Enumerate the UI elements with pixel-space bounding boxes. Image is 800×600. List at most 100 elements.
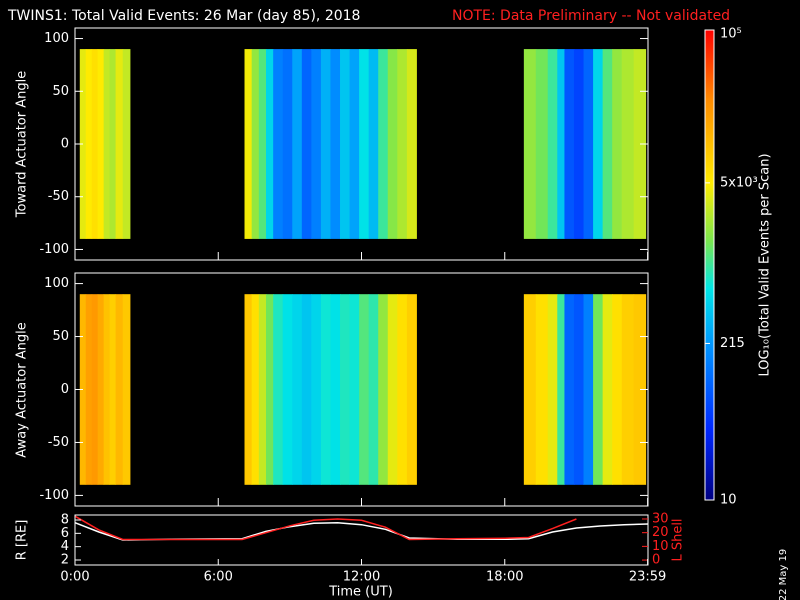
heatmap-cell [557, 49, 565, 239]
heatmap-cell [349, 294, 360, 485]
heatmap-cell [633, 294, 647, 485]
heatmap-cell [292, 49, 303, 239]
x-tick-label: 18:00 [486, 570, 523, 585]
heatmap-cell [602, 294, 613, 485]
y-tick-label: 50 [52, 84, 69, 99]
x-tick-label: 23:59 [629, 570, 666, 585]
x-tick-label: 12:00 [343, 570, 380, 585]
heatmap-cell [340, 294, 351, 485]
heatmap-cell [547, 49, 558, 239]
line-series [75, 515, 577, 541]
y-tick-label: 4 [61, 539, 69, 554]
heatmap-cell [612, 294, 623, 485]
heatmap-cell [273, 49, 284, 239]
heatmap-cell [311, 294, 322, 485]
heatmap-cell [593, 49, 604, 239]
heatmap-cell [320, 49, 331, 239]
y2-axis-label: L Shell [671, 518, 686, 561]
heatmap-cell [320, 294, 331, 485]
heatmap-cell [547, 294, 558, 485]
heatmap-cell [368, 49, 379, 239]
y-axis-label: Away Actuator Angle [15, 322, 30, 457]
heatmap-cell [564, 294, 575, 485]
heatmap-cell [349, 49, 360, 239]
heatmap-cell [97, 294, 105, 485]
heatmap-cell [359, 294, 370, 485]
heatmap-cell [85, 49, 93, 239]
heatmap-cell [583, 294, 594, 485]
heatmap-cell [368, 294, 379, 485]
heatmap-cell [282, 294, 293, 485]
x-tick-label: 0:00 [60, 570, 89, 585]
heatmap-cell [612, 49, 623, 239]
heatmap-cell [621, 294, 635, 485]
heatmap-cell [557, 294, 565, 485]
heatmap-cell [633, 49, 647, 239]
y-tick-label: 100 [44, 276, 69, 291]
heatmap-cell [79, 294, 87, 485]
heatmap-cell [397, 49, 408, 239]
heatmap-cell [115, 294, 124, 485]
heatmap-cell [244, 49, 253, 239]
heatmap-cell [564, 49, 575, 239]
heatmap-cell [273, 294, 284, 485]
y-tick-label: 0 [61, 382, 69, 397]
heatmap-cell [79, 49, 87, 239]
heatmap-cell [621, 49, 635, 239]
heatmap-cell [91, 49, 99, 239]
colorbar-tick-label: 215 [720, 336, 745, 351]
heatmap-cell [523, 49, 537, 239]
y-tick-label: 2 [61, 553, 69, 568]
heatmap-cell [122, 49, 131, 239]
colorbar-tick-label: 5x10³ [720, 175, 758, 190]
heatmap-cell [266, 49, 274, 239]
x-tick-label: 6:00 [204, 570, 233, 585]
y-tick-label: -100 [39, 242, 69, 257]
heatmap-cell [258, 294, 267, 485]
heatmap-cell [251, 294, 260, 485]
heatmap-cell [266, 294, 274, 485]
heatmap-cell [583, 49, 594, 239]
heatmap-cell [91, 294, 99, 485]
heatmap-cell [535, 49, 549, 239]
y-axis-label: Toward Actuator Angle [15, 71, 30, 218]
y2-tick-label: 20 [652, 525, 669, 540]
y-tick-label: -50 [48, 189, 69, 204]
heatmap-cell [115, 49, 124, 239]
heatmap-cell [406, 294, 417, 485]
heatmap-cell [340, 49, 351, 239]
heatmap-cell [85, 294, 93, 485]
heatmap-cell [109, 49, 117, 239]
heatmap-cell [397, 294, 408, 485]
y-axis-label: R [RE] [15, 520, 30, 561]
heatmap-cell [330, 294, 341, 485]
heatmap-cell [573, 49, 585, 239]
y-tick-label: 0 [61, 137, 69, 152]
y2-tick-label: 30 [652, 511, 669, 526]
heatmap-cell [535, 294, 549, 485]
heatmap-cell [387, 49, 398, 239]
heatmap-cell [97, 49, 105, 239]
heatmap-cell [387, 294, 398, 485]
y-tick-label: -50 [48, 435, 69, 450]
x-axis-label: Time (UT) [328, 585, 393, 600]
heatmap-cell [244, 294, 253, 485]
note: NOTE: Data Preliminary -- Not validated [452, 8, 730, 24]
y2-tick-label: 0 [652, 553, 660, 568]
y-tick-label: 50 [52, 329, 69, 344]
heatmap-cell [311, 49, 322, 239]
heatmap-cell [602, 49, 613, 239]
colorbar-tick-label: 10⁵ [720, 27, 742, 42]
heatmap-cell [378, 294, 389, 485]
heatmap-cell [109, 294, 117, 485]
chart-title: TWINS1: Total Valid Events: 26 Mar (day … [7, 8, 360, 24]
heatmap-cell [378, 49, 389, 239]
heatmap-cell [251, 49, 260, 239]
heatmap-cell [359, 49, 370, 239]
heatmap-cell [301, 49, 312, 239]
heatmap-cell [301, 294, 312, 485]
heatmap-cell [573, 294, 585, 485]
colorbar [704, 29, 715, 501]
y-tick-label: 8 [61, 513, 69, 528]
colorbar-tick-label: 10 [720, 493, 737, 508]
